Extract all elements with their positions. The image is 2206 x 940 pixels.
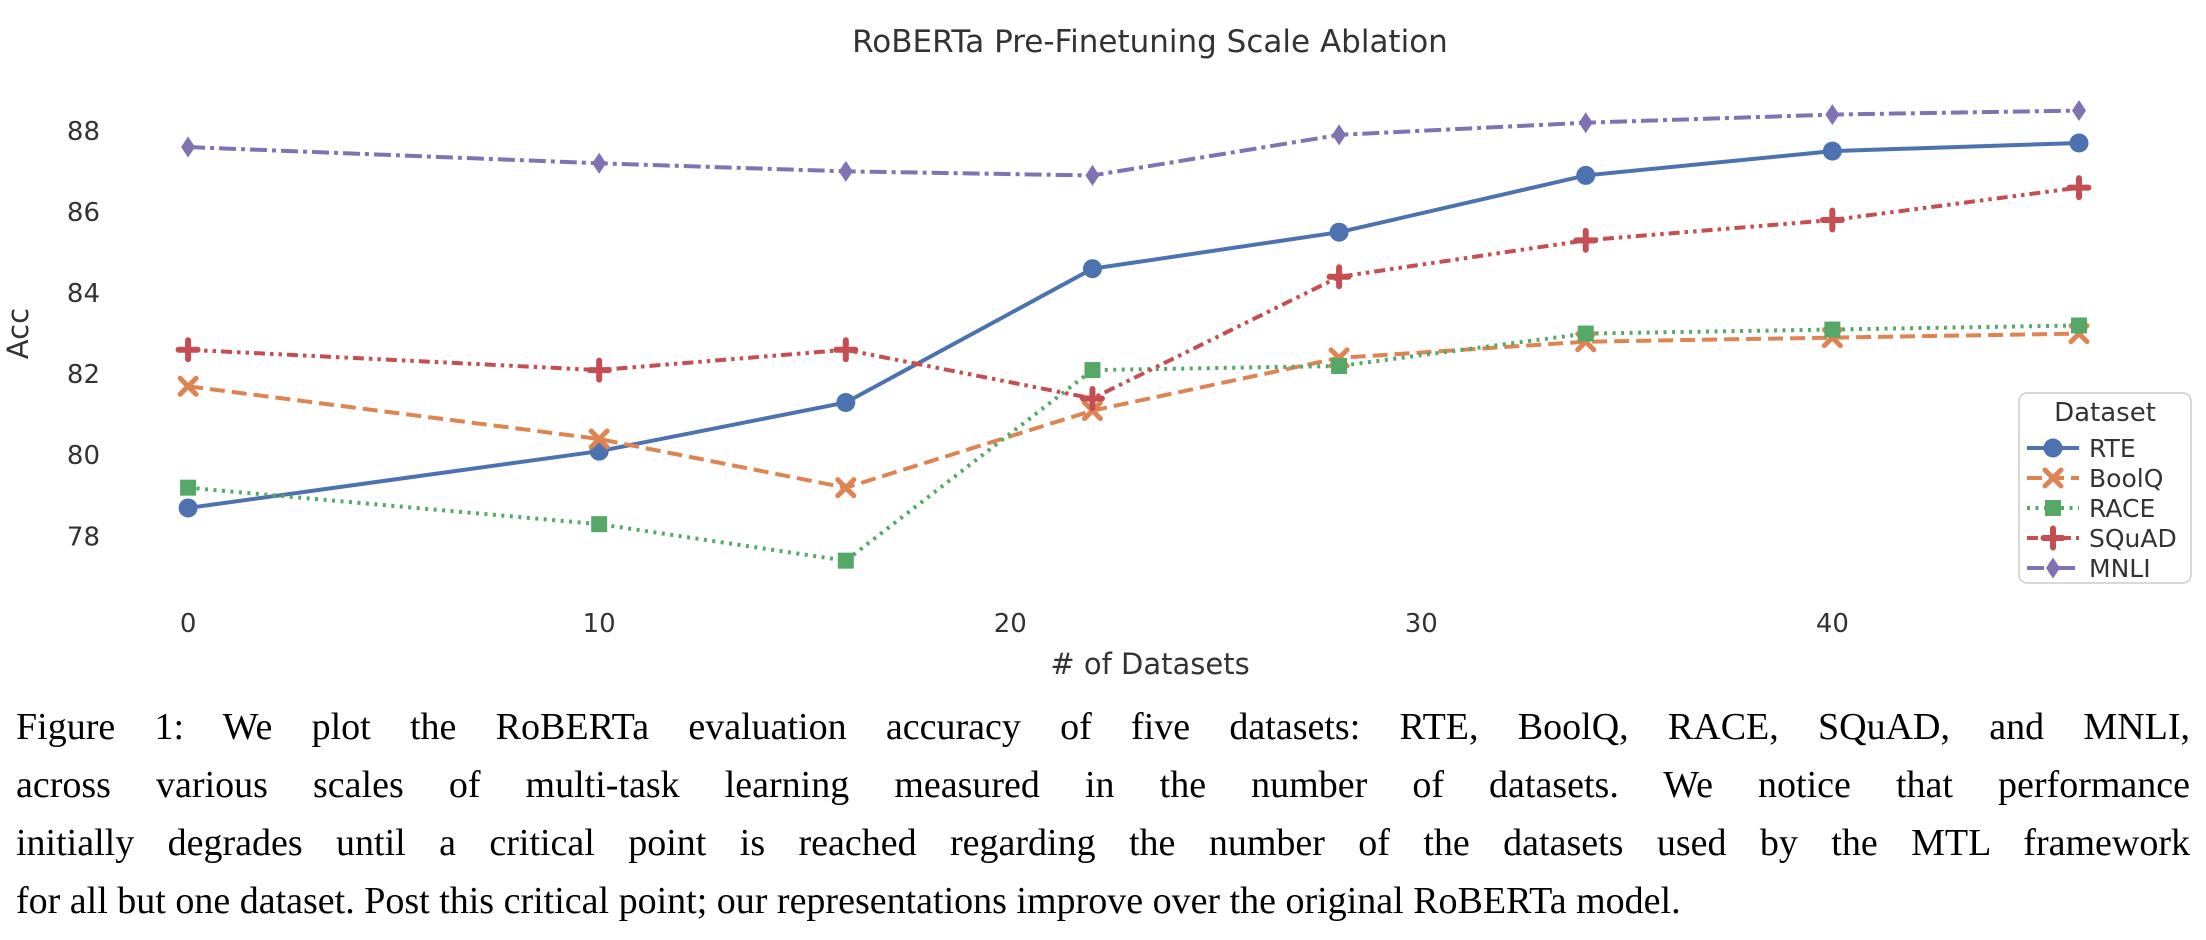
marker-mnli [1332,124,1347,146]
marker-mnli [838,160,853,182]
legend-item-race: RACE [2027,494,2155,523]
marker-squad [1079,385,1105,411]
marker-mnli [2072,100,2087,122]
legend-label-rte: RTE [2089,434,2136,463]
figure-caption: Figure 1: We plot the RoBERTa evaluation… [16,698,2190,930]
marker-rte [1822,141,1842,161]
y-tick-label: 80 [67,441,100,471]
marker-mnli [1578,112,1593,134]
y-tick-label: 78 [67,522,100,552]
legend-label-squad: SQuAD [2089,524,2177,553]
legend-label-race: RACE [2089,494,2155,523]
marker-mnli [1085,164,1100,186]
y-tick-label: 84 [67,279,100,309]
y-tick-label: 88 [67,117,100,147]
marker-boolq [177,375,199,397]
x-tick-label: 20 [994,609,1027,639]
marker-boolq [588,428,610,450]
chart-container: RoBERTa Pre-Finetuning Scale Ablation Acc… [1,24,2192,681]
marker-squad [1819,207,1845,233]
series-line-race [187,323,2080,563]
legend-label-boolq: BoolQ [2089,464,2163,493]
scale-ablation-chart: RoBERTa Pre-Finetuning Scale Ablation Acc… [1,24,2192,681]
x-tick-label: 40 [1816,609,1849,639]
caption-line-2: across various scales of multi-task lear… [16,764,2190,806]
marker-rte [836,393,856,413]
x-axis-label: # of Datasets [1050,647,1249,681]
marker-mnli [181,136,196,158]
marker-race [837,552,854,569]
marker-rte [178,498,198,518]
legend-title: Dataset [2054,398,2156,428]
series-line-mnli [188,108,2080,178]
y-tick-label: 86 [67,198,100,228]
marker-race [1084,362,1101,379]
legend-marker-boolq [2042,467,2064,489]
legend-marker-squad [2040,525,2066,551]
marker-mnli [1825,104,1840,126]
marker-rte [2069,133,2089,153]
y-tick-label: 82 [67,360,100,390]
marker-race [591,516,608,533]
marker-race [2071,317,2088,334]
x-tick-label: 0 [180,609,197,639]
marker-race [1824,321,1841,338]
x-tick-label: 10 [583,609,616,639]
y-axis-label: Acc [1,308,35,359]
legend-marker-mnli [2046,557,2060,579]
marker-rte [1576,165,1596,185]
marker-squad [586,357,612,383]
legend-marker-rte [2043,438,2063,458]
caption-line-1: Figure 1: We plot the RoBERTa evaluation… [16,706,2190,748]
marker-squad [833,337,859,363]
series-line-rte [187,140,2080,510]
legend-marker-race [2045,500,2061,516]
marker-race [1577,325,1594,342]
legend-label-mnli: MNLI [2089,554,2151,583]
marker-squad [175,337,201,363]
marker-boolq [835,477,857,499]
caption-line-4: for all but one dataset. Post this criti… [16,880,1681,922]
marker-rte [1082,259,1102,279]
marker-squad [1573,227,1599,253]
legend-item-mnli: MNLI [2027,554,2151,583]
x-tick-label: 30 [1405,609,1438,639]
series-line-squad [188,185,2080,401]
marker-squad [2066,175,2092,201]
marker-squad [1326,264,1352,290]
chart-title: RoBERTa Pre-Finetuning Scale Ablation [852,24,1448,60]
marker-mnli [592,152,607,174]
marker-race [1331,358,1348,375]
marker-rte [1329,222,1349,242]
series-line-boolq [187,331,2080,490]
marker-race [180,479,197,496]
caption-line-3: initially degrades until a critical poin… [16,822,2190,864]
